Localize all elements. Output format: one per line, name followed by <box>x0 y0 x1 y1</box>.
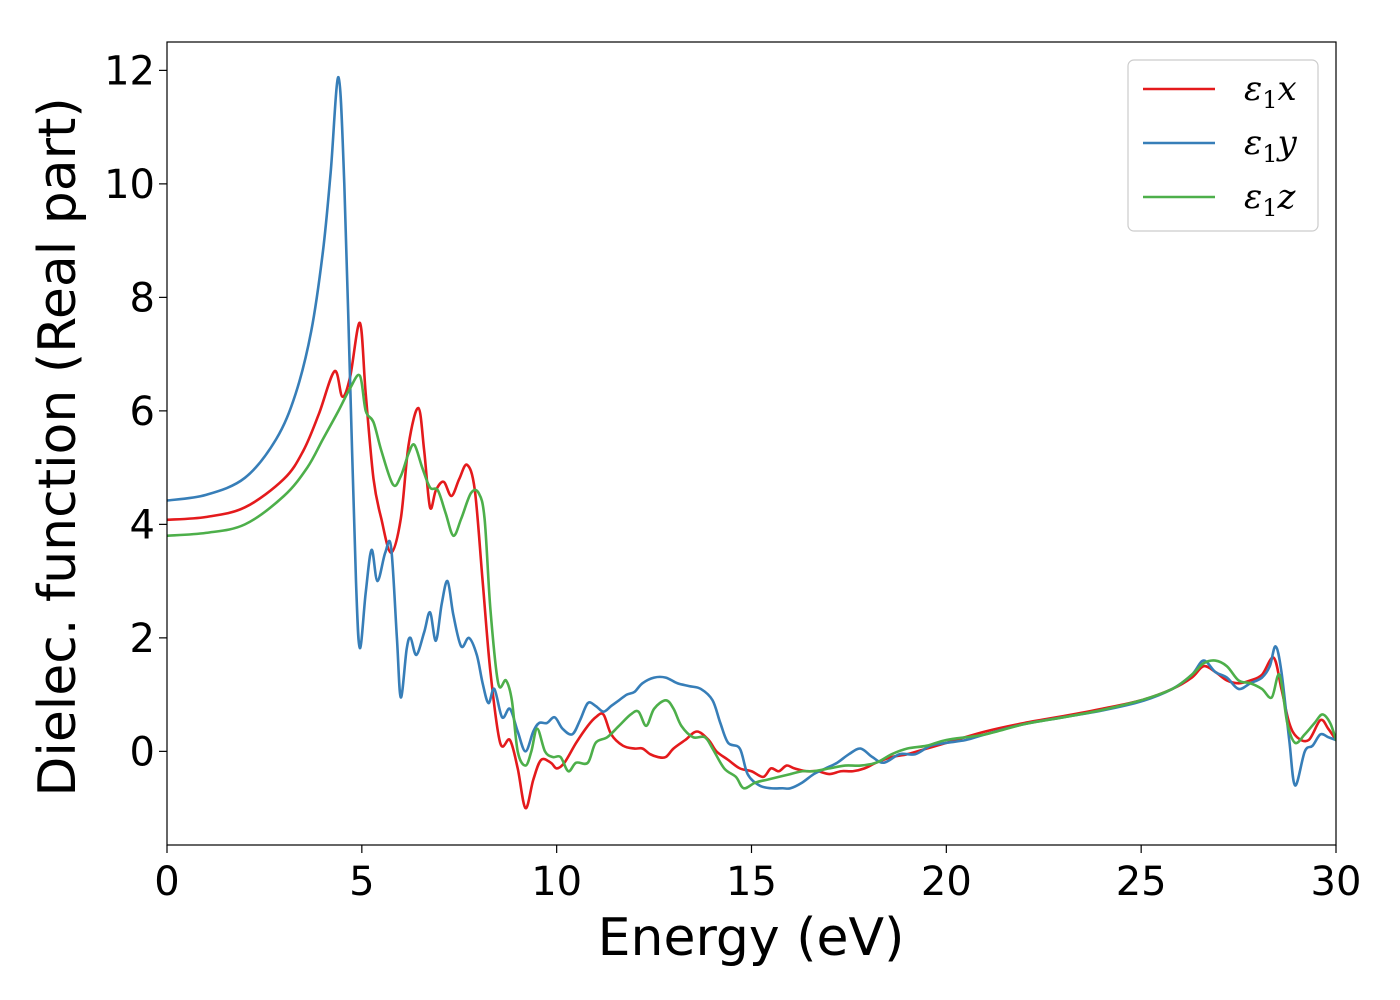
y-tick-label: 12 <box>104 48 155 94</box>
legend-items: ε1x ε1y ε1z <box>1143 69 1298 222</box>
legend-label-z: ε1z <box>1244 177 1297 222</box>
legend-frame <box>1127 59 1319 232</box>
x-tick-label: 30 <box>1311 859 1362 905</box>
legend-label-y: ε1y <box>1244 123 1298 168</box>
y-axis-title: Dielec. function (Real part) <box>28 97 88 796</box>
y-tick-label: 0 <box>130 729 155 775</box>
y-tick-label: 10 <box>104 162 155 208</box>
series-line-z <box>167 373 1336 790</box>
x-tick-label: 0 <box>154 859 179 905</box>
y-tick-label: 2 <box>130 616 155 662</box>
y-tick-label: 6 <box>130 389 155 435</box>
x-tick-label: 5 <box>349 859 374 905</box>
x-axis-title: Energy (eV) <box>598 908 905 968</box>
series-layer <box>167 75 1336 810</box>
y-tick-label: 4 <box>130 502 155 548</box>
x-tick-label: 15 <box>726 859 777 905</box>
y-tick-label: 8 <box>130 275 155 321</box>
y-axis-ticks: 0 2 4 6 8 10 12 <box>104 48 167 775</box>
legend-label-x: ε1x <box>1244 69 1297 114</box>
x-tick-label: 10 <box>531 859 582 905</box>
legend: ε1x ε1y ε1z <box>1127 59 1319 232</box>
x-axis-ticks: 0 5 10 15 20 25 30 <box>154 845 1361 905</box>
x-tick-label: 20 <box>921 859 972 905</box>
x-tick-label: 25 <box>1116 859 1167 905</box>
